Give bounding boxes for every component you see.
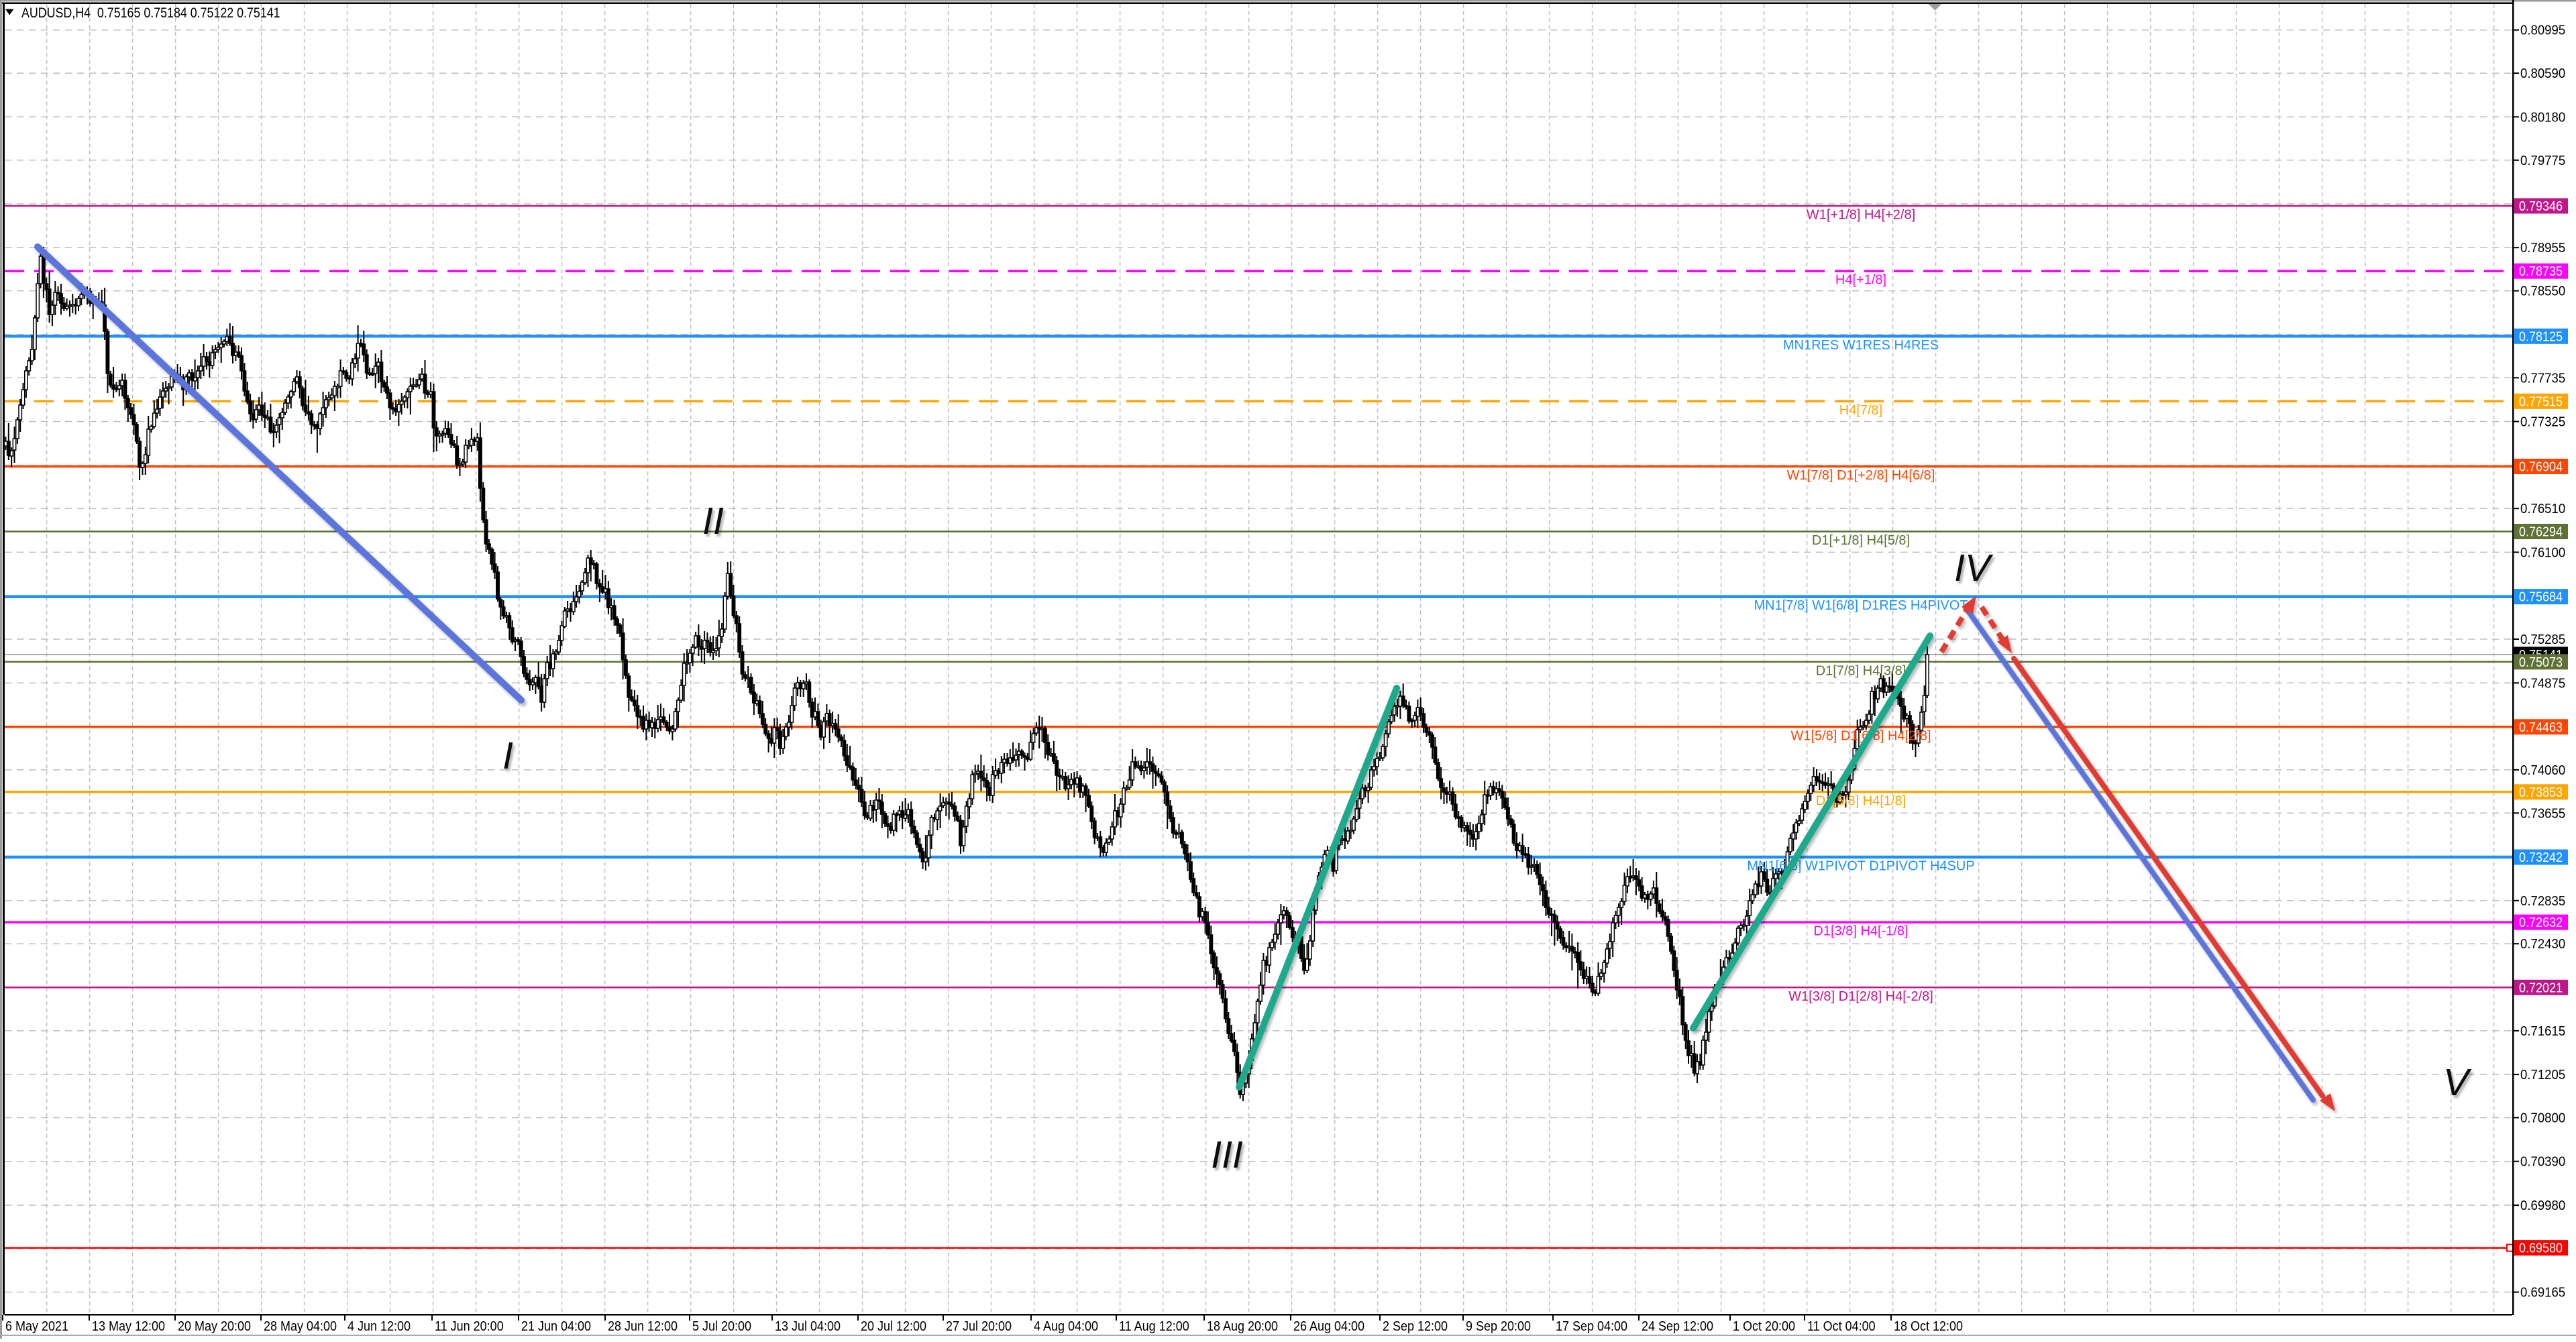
svg-text:0.72021: 0.72021 bbox=[2519, 981, 2563, 995]
svg-text:H4[+1/8]: H4[+1/8] bbox=[1835, 273, 1886, 288]
svg-text:0.73655: 0.73655 bbox=[2520, 807, 2565, 822]
svg-text:I: I bbox=[502, 734, 513, 777]
svg-text:0.74060: 0.74060 bbox=[2520, 763, 2565, 778]
svg-text:D1[3/8] H4[-1/8]: D1[3/8] H4[-1/8] bbox=[1813, 924, 1908, 939]
svg-text:W1[+1/8] H4[+2/8]: W1[+1/8] H4[+2/8] bbox=[1807, 208, 1915, 223]
svg-text:11 Jun 20:00: 11 Jun 20:00 bbox=[435, 1319, 504, 1334]
svg-text:11 Oct 04:00: 11 Oct 04:00 bbox=[1807, 1319, 1876, 1334]
svg-text:MN1[6/8] W1PIVOT D1PIVOT H4SUP: MN1[6/8] W1PIVOT D1PIVOT H4SUP bbox=[1747, 859, 1974, 874]
svg-text:0.77735: 0.77735 bbox=[2520, 372, 2565, 386]
svg-text:0.69980: 0.69980 bbox=[2520, 1198, 2565, 1213]
svg-text:0.75285: 0.75285 bbox=[2520, 632, 2565, 647]
svg-text:18 Aug 20:00: 18 Aug 20:00 bbox=[1207, 1319, 1278, 1334]
svg-text:0.80995: 0.80995 bbox=[2520, 23, 2565, 38]
svg-text:24 Sep 12:00: 24 Sep 12:00 bbox=[1642, 1319, 1713, 1334]
svg-text:MN1RES W1RES H4RES: MN1RES W1RES H4RES bbox=[1783, 338, 1939, 353]
svg-text:V: V bbox=[2443, 1061, 2472, 1104]
svg-text:0.80590: 0.80590 bbox=[2520, 67, 2565, 82]
svg-text:4 Jun 12:00: 4 Jun 12:00 bbox=[347, 1319, 411, 1334]
svg-text:4 Aug 04:00: 4 Aug 04:00 bbox=[1034, 1319, 1098, 1334]
svg-text:0.75684: 0.75684 bbox=[2519, 590, 2563, 605]
svg-text:13 May 12:00: 13 May 12:00 bbox=[92, 1319, 165, 1334]
svg-text:0.74463: 0.74463 bbox=[2519, 720, 2563, 735]
svg-text:W1[7/8] D1[+2/8] H4[6/8]: W1[7/8] D1[+2/8] H4[6/8] bbox=[1787, 468, 1935, 483]
svg-text:0.78955: 0.78955 bbox=[2520, 241, 2565, 256]
svg-text:D1[5/8] H4[1/8]: D1[5/8] H4[1/8] bbox=[1816, 793, 1907, 808]
svg-text:II: II bbox=[702, 500, 724, 543]
svg-text:2 Sep 12:00: 2 Sep 12:00 bbox=[1383, 1319, 1448, 1334]
svg-text:1 Oct 20:00: 1 Oct 20:00 bbox=[1733, 1319, 1795, 1334]
svg-text:0.76100: 0.76100 bbox=[2520, 546, 2565, 561]
svg-text:0.71205: 0.71205 bbox=[2520, 1068, 2565, 1083]
svg-text:0.70800: 0.70800 bbox=[2520, 1111, 2565, 1126]
svg-text:W1[5/8] D1[6/8] H4[2/8]: W1[5/8] D1[6/8] H4[2/8] bbox=[1791, 728, 1931, 743]
svg-text:0.74875: 0.74875 bbox=[2520, 677, 2565, 691]
svg-text:13 Jul 04:00: 13 Jul 04:00 bbox=[775, 1319, 841, 1334]
svg-text:III: III bbox=[1211, 1133, 1243, 1176]
svg-text:0.76510: 0.76510 bbox=[2520, 502, 2565, 517]
svg-text:9 Sep 20:00: 9 Sep 20:00 bbox=[1466, 1319, 1531, 1334]
svg-text:0.73853: 0.73853 bbox=[2519, 785, 2563, 800]
svg-text:27 Jul 20:00: 27 Jul 20:00 bbox=[946, 1319, 1012, 1334]
svg-text:11 Aug 12:00: 11 Aug 12:00 bbox=[1119, 1319, 1189, 1334]
svg-text:0.72835: 0.72835 bbox=[2520, 894, 2565, 909]
svg-text:17 Sep 04:00: 17 Sep 04:00 bbox=[1556, 1319, 1627, 1334]
svg-text:0.76294: 0.76294 bbox=[2519, 525, 2563, 540]
svg-text:0.75073: 0.75073 bbox=[2519, 655, 2563, 670]
svg-text:0.69580: 0.69580 bbox=[2519, 1241, 2563, 1256]
svg-text:0.78550: 0.78550 bbox=[2520, 284, 2565, 299]
svg-text:0.73242: 0.73242 bbox=[2519, 850, 2563, 865]
svg-text:0.78735: 0.78735 bbox=[2519, 264, 2563, 279]
svg-text:AUDUSD,H4 0.75165 0.75184 0.7: AUDUSD,H4 0.75165 0.75184 0.75122 0.7514… bbox=[21, 5, 280, 21]
svg-text:H4[7/8]: H4[7/8] bbox=[1839, 403, 1882, 418]
svg-text:28 May 04:00: 28 May 04:00 bbox=[264, 1319, 337, 1334]
svg-text:28 Jun 12:00: 28 Jun 12:00 bbox=[608, 1319, 678, 1334]
svg-text:D1[+1/8] H4[5/8]: D1[+1/8] H4[5/8] bbox=[1812, 533, 1910, 548]
svg-text:0.77325: 0.77325 bbox=[2520, 415, 2565, 430]
svg-text:IV: IV bbox=[1954, 547, 1994, 590]
svg-text:0.70390: 0.70390 bbox=[2520, 1155, 2565, 1170]
svg-text:D1[7/8] H4[3/8]: D1[7/8] H4[3/8] bbox=[1816, 663, 1907, 678]
svg-text:20 May 20:00: 20 May 20:00 bbox=[178, 1319, 251, 1334]
svg-text:0.71615: 0.71615 bbox=[2520, 1024, 2565, 1039]
svg-text:0.76904: 0.76904 bbox=[2519, 460, 2563, 475]
svg-text:6 May 2021: 6 May 2021 bbox=[5, 1319, 68, 1334]
svg-text:21 Jun 04:00: 21 Jun 04:00 bbox=[521, 1319, 591, 1334]
svg-text:MN1[7/8] W1[6/8] D1RES H4PIVOT: MN1[7/8] W1[6/8] D1RES H4PIVOT bbox=[1754, 598, 1968, 613]
svg-text:0.80180: 0.80180 bbox=[2520, 111, 2565, 125]
svg-text:26 Aug 04:00: 26 Aug 04:00 bbox=[1293, 1319, 1364, 1334]
svg-text:0.72430: 0.72430 bbox=[2520, 938, 2565, 952]
svg-text:0.72632: 0.72632 bbox=[2519, 915, 2563, 930]
svg-text:5 Jul 20:00: 5 Jul 20:00 bbox=[692, 1319, 751, 1334]
svg-text:W1[3/8] D1[2/8] H4[-2/8]: W1[3/8] D1[2/8] H4[-2/8] bbox=[1788, 989, 1933, 1004]
svg-text:0.79775: 0.79775 bbox=[2520, 154, 2565, 168]
svg-text:0.78125: 0.78125 bbox=[2519, 329, 2563, 344]
svg-text:0.69165: 0.69165 bbox=[2520, 1286, 2565, 1300]
svg-text:0.79346: 0.79346 bbox=[2519, 199, 2563, 214]
svg-text:18 Oct 12:00: 18 Oct 12:00 bbox=[1894, 1319, 1963, 1334]
svg-text:20 Jul 12:00: 20 Jul 12:00 bbox=[861, 1319, 926, 1334]
svg-text:0.77515: 0.77515 bbox=[2519, 394, 2563, 409]
